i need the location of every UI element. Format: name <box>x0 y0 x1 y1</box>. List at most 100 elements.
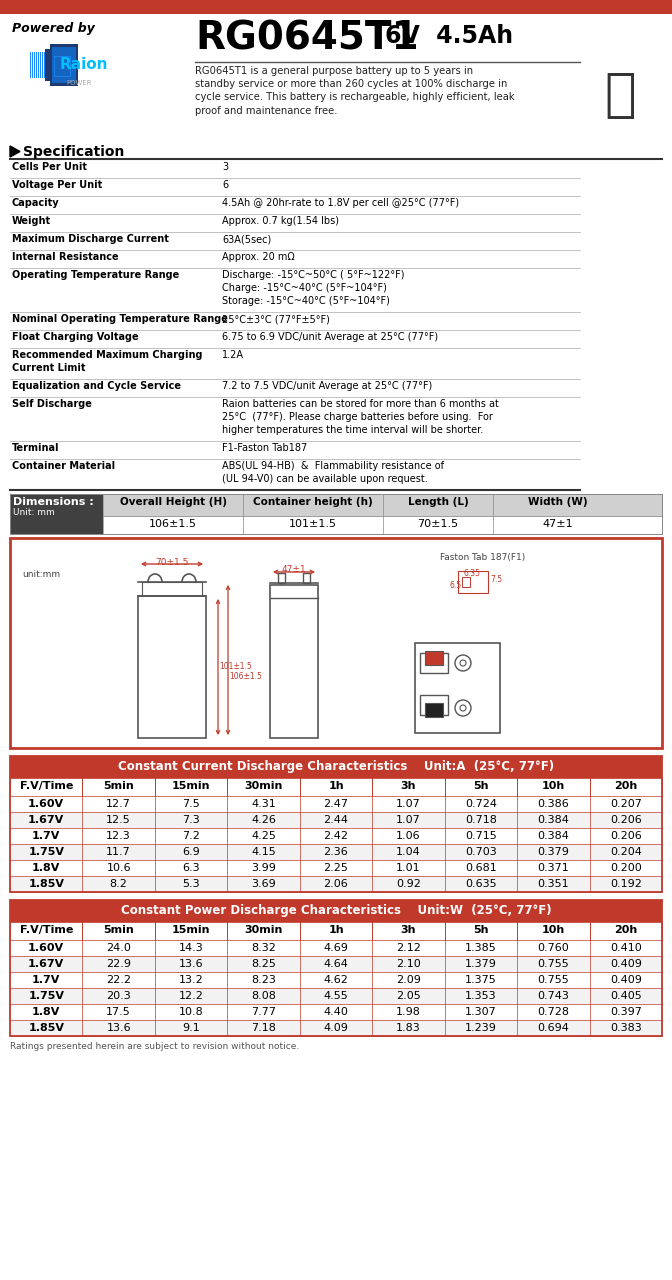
Bar <box>38 52 39 78</box>
Text: 0.755: 0.755 <box>538 975 569 986</box>
Text: Unit: mm: Unit: mm <box>13 508 54 517</box>
Text: 2.05: 2.05 <box>396 991 421 1001</box>
Text: 2.10: 2.10 <box>396 959 421 969</box>
Bar <box>420 695 448 716</box>
Text: 4.5Ah @ 20hr-rate to 1.8V per cell @25°C (77°F): 4.5Ah @ 20hr-rate to 1.8V per cell @25°C… <box>222 198 459 207</box>
Text: 12.7: 12.7 <box>106 799 131 809</box>
Text: 4.40: 4.40 <box>323 1007 349 1018</box>
Text: 0.192: 0.192 <box>610 879 642 890</box>
Bar <box>10 1020 662 1036</box>
Text: 0.410: 0.410 <box>610 943 642 954</box>
Bar <box>10 494 103 534</box>
Text: 8.25: 8.25 <box>251 959 276 969</box>
Text: Recommended Maximum Charging
Current Limit: Recommended Maximum Charging Current Lim… <box>12 349 202 374</box>
Text: 1.01: 1.01 <box>396 863 421 873</box>
Text: 0.379: 0.379 <box>538 847 569 858</box>
Bar <box>44 52 45 78</box>
Text: Equalization and Cycle Service: Equalization and Cycle Service <box>12 381 181 390</box>
Text: 4.62: 4.62 <box>323 975 349 986</box>
Text: 12.2: 12.2 <box>179 991 204 1001</box>
Text: 47±1: 47±1 <box>543 518 573 529</box>
Text: 13.6: 13.6 <box>106 1023 131 1033</box>
Text: Operating Temperature Range: Operating Temperature Range <box>12 270 179 280</box>
Text: 10.8: 10.8 <box>179 1007 204 1018</box>
Text: Voltage Per Unit: Voltage Per Unit <box>12 180 102 189</box>
Text: 0.397: 0.397 <box>610 1007 642 1018</box>
Text: Ⓤ: Ⓤ <box>604 69 636 122</box>
Text: 20.3: 20.3 <box>106 991 131 1001</box>
Circle shape <box>455 700 471 716</box>
Circle shape <box>460 705 466 710</box>
Bar <box>103 494 662 516</box>
Text: 0.351: 0.351 <box>538 879 569 890</box>
Bar <box>0 0 672 14</box>
Text: 9.1: 9.1 <box>182 1023 200 1033</box>
Text: 5min: 5min <box>103 925 134 934</box>
Text: 8.2: 8.2 <box>110 879 128 890</box>
Text: 2.09: 2.09 <box>396 975 421 986</box>
Bar <box>10 796 662 812</box>
Text: 15min: 15min <box>172 781 210 791</box>
Text: 4.64: 4.64 <box>323 959 349 969</box>
Text: 6.3: 6.3 <box>182 863 200 873</box>
Text: 3.99: 3.99 <box>251 863 276 873</box>
Text: Approx. 0.7 kg(1.54 lbs): Approx. 0.7 kg(1.54 lbs) <box>222 216 339 227</box>
Text: 2.06: 2.06 <box>324 879 348 890</box>
Bar <box>50 44 78 86</box>
Text: 4.09: 4.09 <box>323 1023 349 1033</box>
Bar <box>10 812 662 828</box>
Text: Raion: Raion <box>60 58 108 72</box>
Bar <box>138 596 206 739</box>
Bar <box>10 860 662 876</box>
Text: 7.3: 7.3 <box>182 815 200 826</box>
Text: 1h: 1h <box>328 781 344 791</box>
Circle shape <box>455 655 471 671</box>
Text: Capacity: Capacity <box>12 198 60 207</box>
Text: Terminal: Terminal <box>12 443 60 453</box>
Text: 10h: 10h <box>542 781 565 791</box>
Bar <box>40 52 41 78</box>
Bar <box>10 538 662 748</box>
Text: 5h: 5h <box>473 925 489 934</box>
Text: Container height (h): Container height (h) <box>253 497 373 507</box>
Text: 4.55: 4.55 <box>324 991 348 1001</box>
Text: 3h: 3h <box>401 781 416 791</box>
Text: Powered by: Powered by <box>12 22 95 35</box>
Text: RG0645T1: RG0645T1 <box>195 19 419 58</box>
Text: 13.2: 13.2 <box>179 975 204 986</box>
Text: 0.204: 0.204 <box>610 847 642 858</box>
Text: Weight: Weight <box>12 216 51 227</box>
Text: 7.77: 7.77 <box>251 1007 276 1018</box>
Text: 3.69: 3.69 <box>251 879 276 890</box>
Text: 0.715: 0.715 <box>465 831 497 841</box>
Text: 20h: 20h <box>614 781 638 791</box>
Text: unit:mm: unit:mm <box>22 570 60 579</box>
Bar <box>462 577 470 588</box>
Text: 20h: 20h <box>614 925 638 934</box>
Text: Overall Height (H): Overall Height (H) <box>120 497 226 507</box>
Bar <box>10 876 662 892</box>
Bar <box>458 571 488 593</box>
Text: 1.375: 1.375 <box>465 975 497 986</box>
Text: 1.239: 1.239 <box>465 1023 497 1033</box>
Bar <box>45 49 55 81</box>
Text: Discharge: -15°C~50°C ( 5°F~122°F)
Charge: -15°C~40°C (5°F~104°F)
Storage: -15°C: Discharge: -15°C~50°C ( 5°F~122°F) Charg… <box>222 270 405 306</box>
Text: 0.371: 0.371 <box>538 863 569 873</box>
Text: 4.26: 4.26 <box>251 815 276 826</box>
Bar <box>415 643 500 733</box>
Text: 12.3: 12.3 <box>106 831 131 841</box>
Text: 0.206: 0.206 <box>610 815 642 826</box>
Text: 12.5: 12.5 <box>106 815 131 826</box>
Text: 0.635: 0.635 <box>465 879 497 890</box>
Text: 1.7V: 1.7V <box>32 831 60 841</box>
Text: 6V  4.5Ah: 6V 4.5Ah <box>385 24 513 47</box>
Text: 1.307: 1.307 <box>465 1007 497 1018</box>
Text: Maximum Discharge Current: Maximum Discharge Current <box>12 234 169 244</box>
Bar <box>10 900 662 922</box>
Text: 3h: 3h <box>401 925 416 934</box>
Text: 24.0: 24.0 <box>106 943 131 954</box>
Text: 0.405: 0.405 <box>610 991 642 1001</box>
Text: Float Charging Voltage: Float Charging Voltage <box>12 332 138 342</box>
Bar <box>278 573 285 582</box>
Bar <box>10 956 662 972</box>
